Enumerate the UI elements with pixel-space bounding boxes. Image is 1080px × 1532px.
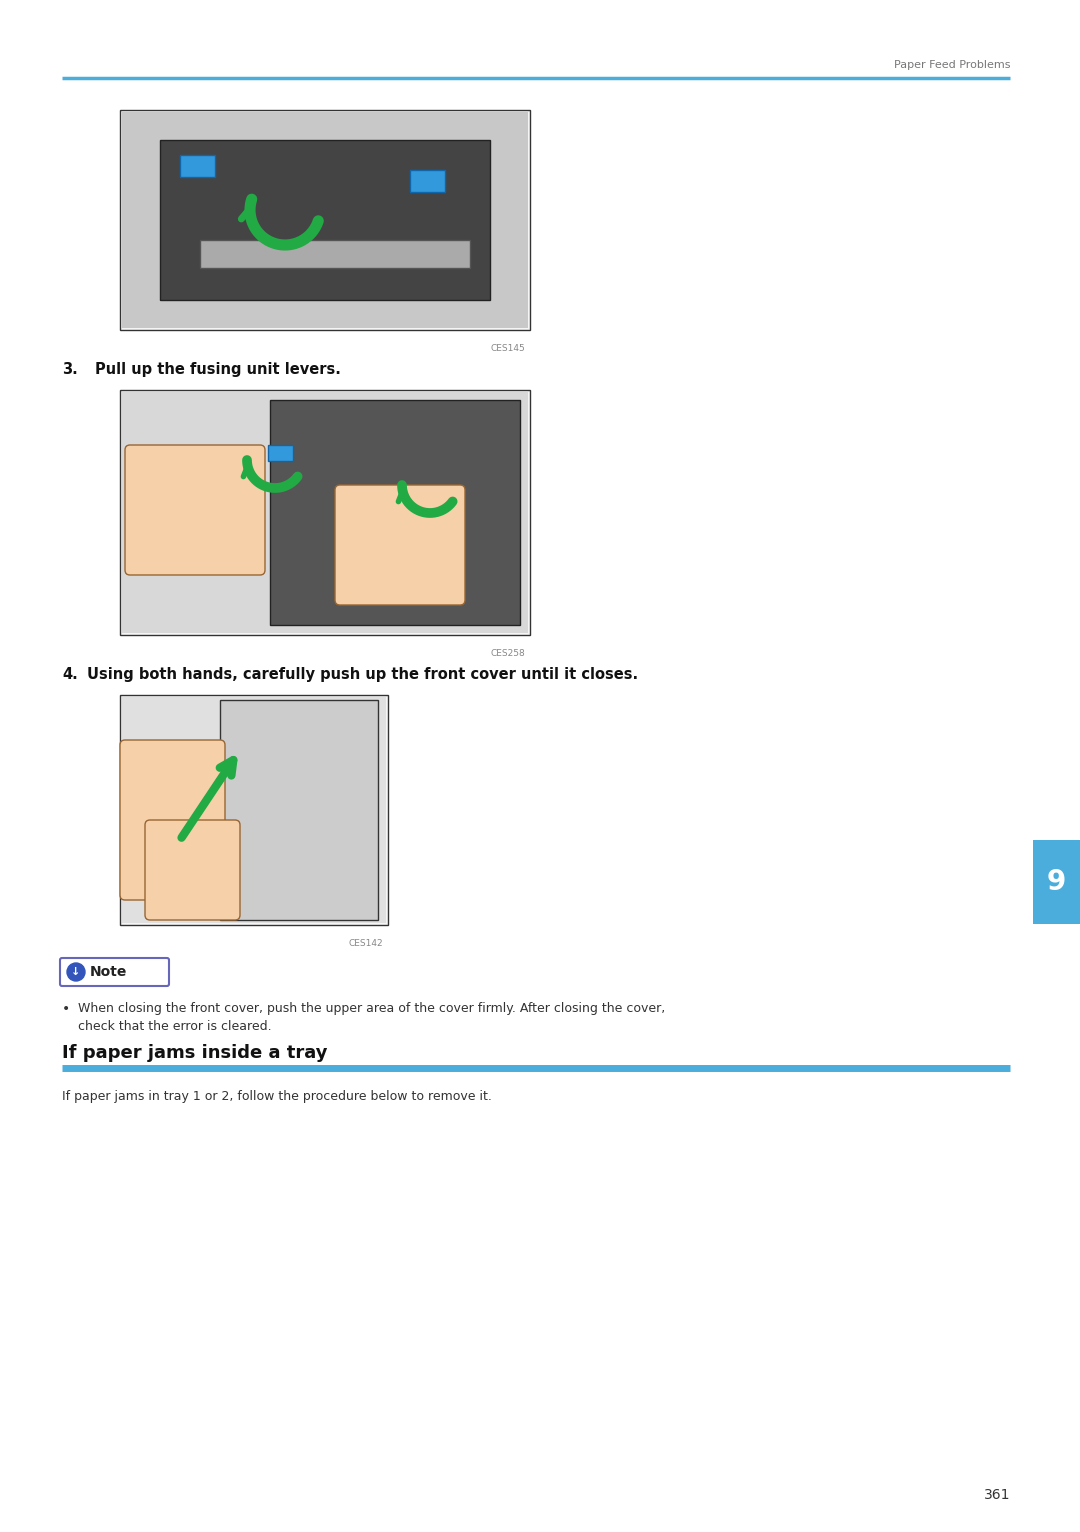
Text: If paper jams inside a tray: If paper jams inside a tray bbox=[62, 1043, 327, 1062]
Text: 3.: 3. bbox=[62, 362, 78, 377]
FancyBboxPatch shape bbox=[120, 391, 530, 634]
FancyBboxPatch shape bbox=[122, 697, 386, 922]
FancyBboxPatch shape bbox=[125, 444, 265, 574]
FancyBboxPatch shape bbox=[120, 740, 225, 899]
Text: Note: Note bbox=[90, 965, 127, 979]
Text: •: • bbox=[62, 1002, 70, 1016]
Text: When closing the front cover, push the upper area of the cover firmly. After clo: When closing the front cover, push the u… bbox=[78, 1002, 665, 1016]
Text: Paper Feed Problems: Paper Feed Problems bbox=[893, 60, 1010, 70]
FancyBboxPatch shape bbox=[122, 392, 528, 633]
FancyBboxPatch shape bbox=[122, 112, 528, 328]
FancyBboxPatch shape bbox=[200, 241, 470, 268]
FancyBboxPatch shape bbox=[335, 486, 465, 605]
Text: CES142: CES142 bbox=[349, 939, 383, 948]
FancyBboxPatch shape bbox=[270, 400, 519, 625]
Text: 4.: 4. bbox=[62, 666, 78, 682]
FancyBboxPatch shape bbox=[120, 110, 530, 329]
Text: 361: 361 bbox=[984, 1488, 1010, 1501]
Text: Pull up the fusing unit levers.: Pull up the fusing unit levers. bbox=[95, 362, 341, 377]
FancyBboxPatch shape bbox=[220, 700, 378, 921]
FancyBboxPatch shape bbox=[160, 139, 490, 300]
Text: ↓: ↓ bbox=[71, 967, 81, 977]
FancyBboxPatch shape bbox=[145, 820, 240, 921]
Circle shape bbox=[67, 964, 85, 980]
FancyBboxPatch shape bbox=[1032, 840, 1080, 924]
Text: 9: 9 bbox=[1047, 869, 1066, 896]
Text: If paper jams in tray 1 or 2, follow the procedure below to remove it.: If paper jams in tray 1 or 2, follow the… bbox=[62, 1089, 491, 1103]
FancyBboxPatch shape bbox=[120, 696, 388, 925]
Text: check that the error is cleared.: check that the error is cleared. bbox=[78, 1020, 272, 1033]
Text: CES258: CES258 bbox=[490, 650, 525, 659]
FancyBboxPatch shape bbox=[60, 958, 168, 987]
FancyBboxPatch shape bbox=[180, 155, 215, 178]
FancyBboxPatch shape bbox=[268, 444, 293, 461]
Text: Using both hands, carefully push up the front cover until it closes.: Using both hands, carefully push up the … bbox=[87, 666, 638, 682]
Text: CES145: CES145 bbox=[490, 345, 525, 352]
FancyBboxPatch shape bbox=[410, 170, 445, 192]
